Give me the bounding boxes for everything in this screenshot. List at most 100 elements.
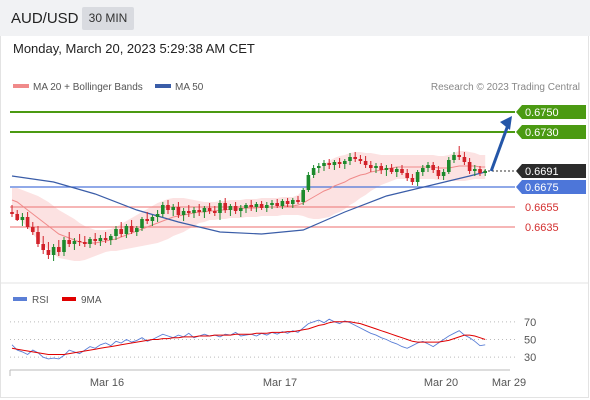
candle-body (473, 169, 477, 171)
candle-body (291, 200, 295, 204)
candle-body (415, 172, 420, 182)
candle-body (395, 169, 399, 172)
candle-body (405, 173, 409, 178)
ma9-legend-label: 9MA (81, 295, 102, 306)
candle-body (452, 155, 456, 160)
arrow-head (500, 116, 512, 130)
rsi-tick-label-30: 30 (524, 352, 536, 364)
candle-body (421, 168, 425, 172)
ma9-legend-swatch (62, 297, 76, 301)
credit-text: Research © 2023 Trading Central (431, 82, 580, 93)
candle-body (239, 208, 243, 211)
candle-body (135, 228, 139, 232)
candle-body (119, 229, 123, 234)
candle-body (77, 241, 82, 242)
candle-body (223, 203, 227, 210)
candle-body (57, 247, 61, 252)
x-tick-label: Mar 17 (263, 377, 297, 389)
candle-body (327, 163, 331, 165)
candle-body (265, 205, 269, 208)
candle-body (228, 206, 233, 210)
candle-body (155, 214, 160, 217)
candle-body (218, 203, 222, 213)
candle-body (176, 207, 181, 215)
candle-body (202, 208, 207, 212)
level-label-4: 0.6655 (525, 202, 559, 214)
candle-body (233, 206, 238, 211)
candlesticks (10, 146, 487, 261)
candle-body (389, 168, 394, 172)
candle-body (348, 157, 352, 161)
candle-body (374, 166, 378, 168)
candle-body (88, 239, 92, 244)
candle-body (343, 161, 347, 164)
candle-body (369, 165, 373, 168)
candle-body (187, 211, 191, 213)
candle-body (171, 207, 175, 210)
candle-body (244, 205, 248, 208)
candle-body (197, 210, 201, 212)
level-label-3: 0.6675 (525, 182, 559, 194)
candle-body (166, 205, 170, 210)
candle-body (280, 201, 285, 206)
candle-body (109, 236, 113, 240)
candle-body (483, 171, 487, 173)
candle-body (462, 157, 467, 162)
candle-body (306, 175, 311, 190)
candle-body (467, 162, 472, 171)
rsi-lines (11, 318, 486, 360)
arrow-shaft (489, 124, 510, 172)
candle-body (270, 203, 274, 205)
chart-frame (0, 36, 589, 398)
candle-body (51, 247, 56, 255)
candle-body (129, 226, 134, 232)
candle-body (62, 240, 66, 252)
bollinger-legend-label: MA 20 + Bollinger Bands (33, 82, 143, 93)
candle-body (254, 204, 259, 207)
candle-body (181, 211, 186, 215)
chart-header: AUD/USD 30 MIN (0, 0, 590, 36)
candle-body (25, 217, 30, 227)
candle-body (41, 244, 45, 250)
forecast-arrow (489, 116, 512, 172)
candle-body (379, 166, 383, 170)
candle-body (98, 238, 103, 241)
candle-body (83, 242, 87, 244)
rsi-tick-label-70: 70 (524, 317, 536, 329)
x-tick-label: Mar 29 (492, 377, 526, 389)
level-labels: 0.6750 0.6730 0.6691 0.6675 0.6655 0.6635 (516, 105, 586, 234)
candle-body (249, 205, 253, 207)
candle-body (426, 165, 430, 168)
candle-body (20, 217, 25, 220)
ma50-legend-label: MA 50 (175, 82, 204, 93)
candle-body (337, 162, 342, 164)
candle-body (46, 250, 51, 255)
level-label-bg-2 (516, 164, 586, 178)
candle-body (358, 159, 363, 161)
level-label-bg-3 (516, 180, 586, 194)
candle-body (103, 238, 108, 240)
level-label-bg-0 (516, 105, 586, 119)
ma50-legend-swatch (155, 84, 171, 88)
candle-body (207, 208, 212, 211)
timeframe-button[interactable]: 30 MIN (82, 7, 134, 30)
candle-body (275, 203, 279, 206)
x-tick-label: Mar 20 (424, 377, 458, 389)
rsi-ma9-line (11, 321, 486, 355)
chart-datetime: Monday, March 20, 2023 5:29:38 AM CET (13, 41, 255, 56)
candle-body (10, 212, 14, 214)
level-label-1: 0.6730 (525, 127, 559, 139)
candle-body (400, 169, 404, 173)
ma50-line (11, 171, 486, 235)
candle-body (296, 200, 300, 202)
candle-body (192, 210, 196, 213)
candle-body (301, 190, 305, 202)
x-tick-label: Mar 16 (90, 377, 124, 389)
candle-body (145, 219, 149, 221)
candle-body (447, 160, 451, 172)
rsi-legend-label: RSI (32, 295, 49, 306)
candle-body (478, 169, 482, 173)
bollinger-legend-swatch (13, 84, 29, 88)
level-label-2: 0.6691 (525, 166, 559, 178)
candle-body (431, 165, 435, 170)
